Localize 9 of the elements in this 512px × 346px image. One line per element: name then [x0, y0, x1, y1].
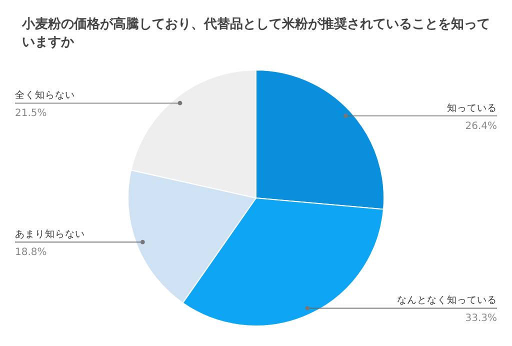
- data-label: 18.8%: [15, 247, 47, 258]
- data-label: 33.3%: [465, 313, 497, 324]
- chart-title: 小麦粉の価格が高騰しており、代替品として米粉が推奨されていることを知っていますか: [21, 16, 490, 50]
- slice-label: 全く知らない: [15, 89, 75, 102]
- slice-label: あまり知らない: [15, 228, 85, 240]
- data-label: 26.4%: [465, 120, 497, 132]
- slice-label: なんとなく知っている: [397, 294, 497, 306]
- slice-label: 知っている: [447, 102, 497, 114]
- data-label: 21.5%: [15, 108, 47, 120]
